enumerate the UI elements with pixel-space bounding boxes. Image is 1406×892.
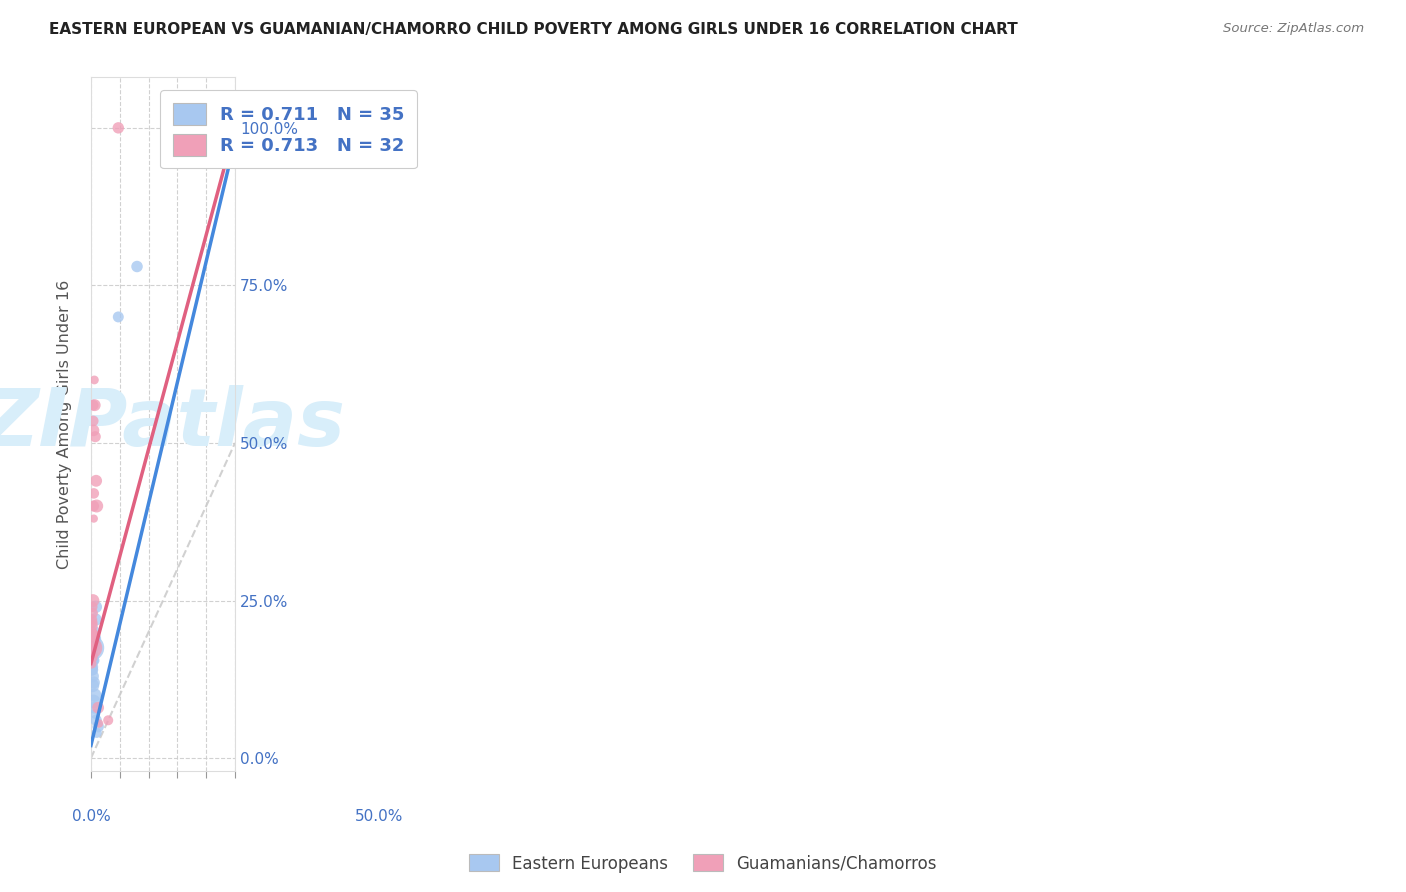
Point (80, 640, 103, 655)
Point (83, 675, 105, 690)
Point (84, 706, 107, 721)
Point (82, 650, 104, 665)
Legend: R = 0.711   N = 35, R = 0.713   N = 32: R = 0.711 N = 35, R = 0.713 N = 32 (160, 90, 418, 169)
Point (82, 644, 104, 658)
Point (83, 688, 105, 702)
Point (83, 653, 105, 667)
Point (125, 260, 148, 274)
Text: Source: ZipAtlas.com: Source: ZipAtlas.com (1223, 22, 1364, 36)
Point (87, 720, 110, 734)
Point (83, 700, 105, 714)
Point (84, 599, 107, 614)
Text: 0.0%: 0.0% (72, 809, 110, 824)
Point (107, 310, 129, 324)
Point (160, 120, 183, 135)
Point (82, 606, 104, 620)
Point (82, 632, 104, 646)
Point (80, 634, 103, 648)
Point (84, 632, 107, 646)
Point (83, 694, 105, 708)
Point (83, 398, 105, 412)
Point (82, 628, 104, 642)
Point (82, 669, 104, 683)
Legend: Eastern Europeans, Guamanians/Chamorros: Eastern Europeans, Guamanians/Chamorros (463, 847, 943, 880)
Point (87, 716, 110, 731)
Point (83, 640, 105, 655)
Point (83, 373, 105, 387)
Point (201, 120, 224, 135)
Point (83, 486, 105, 500)
Point (82, 679, 104, 693)
Point (83, 638, 105, 652)
Point (80, 653, 103, 667)
Y-axis label: Child Poverty Among Girls Under 16: Child Poverty Among Girls Under 16 (58, 279, 72, 569)
Point (107, 120, 129, 135)
Point (80, 657, 103, 671)
Point (83, 423, 105, 437)
Point (84, 612, 107, 626)
Point (82, 615, 104, 630)
Point (86, 499, 108, 513)
Point (86, 726, 108, 740)
Point (80, 657, 103, 671)
Point (80, 659, 103, 673)
Point (80, 653, 103, 667)
Point (83, 653, 105, 667)
Point (82, 644, 104, 658)
Point (80, 640, 103, 655)
Point (80, 650, 103, 665)
Point (84, 430, 107, 444)
Point (82, 659, 104, 673)
Point (80, 625, 103, 640)
Point (82, 628, 104, 642)
Point (82, 593, 104, 607)
Point (80, 628, 103, 642)
Point (80, 647, 103, 661)
Point (83, 499, 105, 513)
Point (80, 650, 103, 665)
Point (82, 663, 104, 677)
Text: EASTERN EUROPEAN VS GUAMANIAN/CHAMORRO CHILD POVERTY AMONG GIRLS UNDER 16 CORREL: EASTERN EUROPEAN VS GUAMANIAN/CHAMORRO C… (49, 22, 1018, 37)
Point (201, 120, 224, 135)
Point (84, 713, 107, 727)
Point (82, 625, 104, 640)
Text: ZIPatlas: ZIPatlas (0, 385, 346, 463)
Point (97, 713, 120, 727)
Point (82, 398, 104, 412)
Point (82, 414, 104, 428)
Point (83, 511, 105, 525)
Point (80, 640, 103, 655)
Point (80, 663, 103, 677)
Point (80, 612, 103, 626)
Point (82, 619, 104, 633)
Point (87, 700, 110, 714)
Text: 50.0%: 50.0% (354, 809, 404, 824)
Point (84, 474, 107, 488)
Point (82, 599, 104, 614)
